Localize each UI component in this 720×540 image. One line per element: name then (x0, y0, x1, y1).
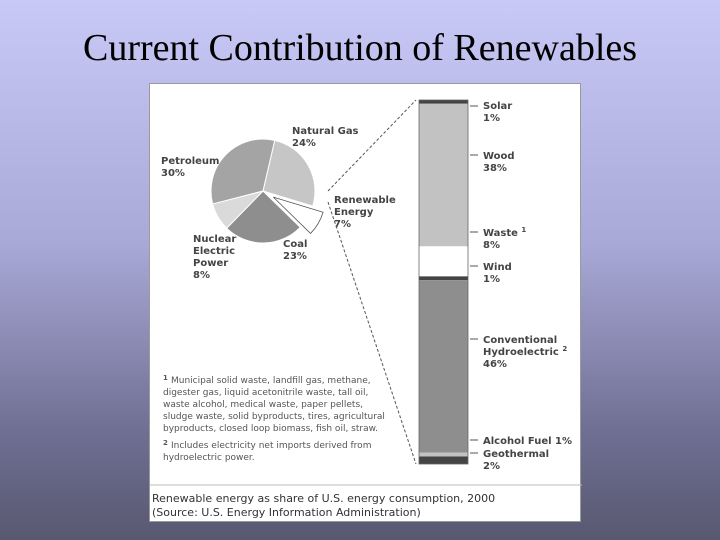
pie-label-petroleum: Petroleum 30% (161, 156, 223, 179)
bar-label-wind: Wind 1% (483, 262, 515, 285)
bar-label-geothermal: Geothermal 2% (483, 449, 553, 472)
pie-slice-renewable-energy (273, 196, 324, 234)
bar-label-hydro: Conventional Hydroelectric 2 46% (483, 335, 571, 370)
bar-segment-solar (419, 100, 468, 104)
bar-label-solar: Solar 1% (483, 101, 516, 124)
chart-panel: Petroleum 30% Natural Gas 24% Renewable … (149, 83, 582, 522)
bar-label-alcohol-fuel: Alcohol Fuel 1% (483, 436, 572, 447)
slide-title: Current Contribution of Renewables (82, 27, 638, 69)
pie-slice-natural-gas (262, 139, 316, 207)
bar-segment-waste (419, 246, 468, 277)
pie-label-natural-gas: Natural Gas 24% (292, 126, 362, 149)
pie-label-renewable: Renewable Energy 7% (334, 195, 399, 230)
pie-label-nuclear: Nuclear Electric Power 8% (193, 234, 240, 281)
bar-label-wood: Wood 38% (483, 151, 518, 174)
bar-outline (418, 99, 469, 465)
bar-segment-wood (419, 103, 468, 247)
bar-segment-wind (419, 276, 468, 281)
bar-ticks (470, 105, 478, 454)
chart-caption: Renewable energy as share of U.S. energy… (152, 492, 499, 519)
connector-line-top (327, 99, 417, 192)
pie-slice-coal (225, 190, 301, 244)
footnote-2: 2 Includes electricity net imports deriv… (163, 438, 374, 463)
chart-svg: Petroleum 30% Natural Gas 24% Renewable … (150, 99, 582, 519)
footnote-1: 1 Municipal solid waste, landfill gas, m… (163, 373, 388, 434)
connector-line-bottom (327, 201, 417, 465)
stacked-bar (418, 99, 469, 465)
pie-chart (210, 138, 324, 244)
bar-segment-alcohol-fuel (419, 452, 468, 457)
pie-slice-petroleum (210, 138, 276, 205)
bar-segment-hydro (419, 280, 468, 453)
bar-segment-geothermal (419, 456, 468, 464)
bar-label-waste: Waste 1 8% (483, 224, 530, 251)
pie-label-coal: Coal 23% (283, 239, 311, 262)
